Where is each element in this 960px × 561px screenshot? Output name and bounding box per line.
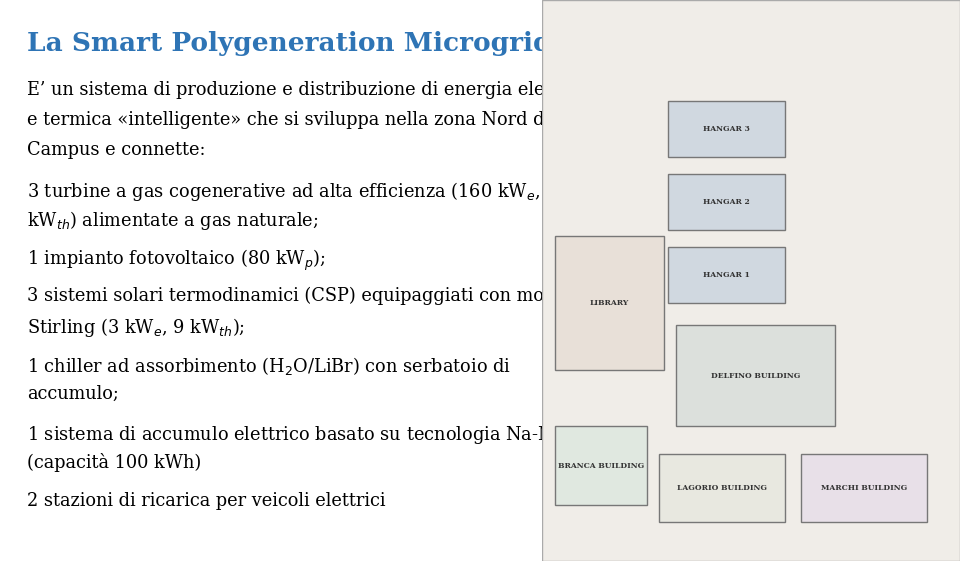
Bar — [555, 236, 663, 370]
Text: 3 sistemi solari termodinamici (CSP) equipaggiati con motori: 3 sistemi solari termodinamici (CSP) equ… — [27, 287, 576, 305]
Text: HANGAR 1: HANGAR 1 — [703, 271, 750, 279]
Bar — [667, 174, 784, 230]
Bar — [555, 426, 647, 505]
Text: La Smart Polygeneration Microgrid (SPM): La Smart Polygeneration Microgrid (SPM) — [27, 31, 654, 56]
Text: Stirling (3 kW$_e$, 9 kW$_{th}$);: Stirling (3 kW$_e$, 9 kW$_{th}$); — [27, 316, 245, 339]
Text: HANGAR 2: HANGAR 2 — [703, 198, 750, 206]
Text: 1 impianto fotovoltaico (80 kW$_p$);: 1 impianto fotovoltaico (80 kW$_p$); — [27, 248, 326, 273]
Bar — [660, 454, 784, 522]
Bar — [667, 101, 784, 157]
Text: LAGORIO BUILDING: LAGORIO BUILDING — [677, 484, 767, 492]
Text: 2 stazioni di ricarica per veicoli elettrici: 2 stazioni di ricarica per veicoli elett… — [27, 492, 386, 510]
Bar — [802, 454, 926, 522]
Text: BRANCA BUILDING: BRANCA BUILDING — [558, 462, 644, 470]
Text: 1 sistema di accumulo elettrico basato su tecnologia Na-NiCl$_2$: 1 sistema di accumulo elettrico basato s… — [27, 424, 587, 445]
Text: e termica «intelligente» che si sviluppa nella zona Nord del: e termica «intelligente» che si sviluppa… — [27, 111, 561, 129]
Text: DELFINO BUILDING: DELFINO BUILDING — [710, 372, 800, 380]
Text: accumulo;: accumulo; — [27, 385, 119, 403]
Bar — [667, 247, 784, 303]
Text: kW$_{th}$) alimentate a gas naturale;: kW$_{th}$) alimentate a gas naturale; — [27, 209, 319, 232]
Text: Campus e connette:: Campus e connette: — [27, 141, 205, 159]
Text: HANGAR 3: HANGAR 3 — [703, 125, 750, 133]
Text: E’ un sistema di produzione e distribuzione di energia elettrica: E’ un sistema di produzione e distribuzi… — [27, 81, 593, 99]
Text: MARCHI BUILDING: MARCHI BUILDING — [821, 484, 907, 492]
Text: 3 turbine a gas cogenerative ad alta efficienza (160 kW$_e$, 284: 3 turbine a gas cogenerative ad alta eff… — [27, 180, 581, 203]
Bar — [676, 325, 834, 426]
Text: 1 chiller ad assorbimento (H$_2$O/LiBr) con serbatoio di: 1 chiller ad assorbimento (H$_2$O/LiBr) … — [27, 355, 511, 377]
Text: (capacità 100 kWh): (capacità 100 kWh) — [27, 453, 202, 472]
Text: LIBRARY: LIBRARY — [589, 299, 629, 307]
